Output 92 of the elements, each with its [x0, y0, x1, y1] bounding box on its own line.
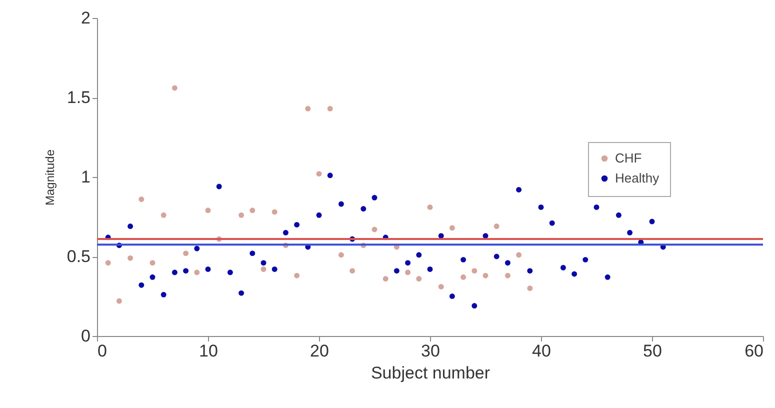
- point: [527, 286, 533, 292]
- point: [516, 252, 522, 258]
- point: [560, 264, 566, 270]
- point: [405, 270, 411, 276]
- legend-label: Healthy: [615, 170, 660, 186]
- point: [172, 270, 178, 276]
- x-tick-label: 50: [643, 342, 662, 360]
- point: [527, 268, 533, 274]
- x-tick-label: 60: [744, 342, 764, 360]
- x-axis-title: Subject number: [370, 364, 490, 382]
- y-tick-label: 2: [81, 8, 90, 28]
- point: [582, 256, 588, 262]
- y-axis-title: Magnitude: [42, 149, 57, 206]
- point: [227, 270, 233, 276]
- point: [394, 268, 400, 274]
- point: [272, 209, 278, 215]
- point: [594, 204, 600, 210]
- point: [272, 266, 278, 272]
- point: [504, 260, 510, 266]
- x-tick-label: 40: [532, 342, 551, 360]
- point: [338, 201, 344, 207]
- point: [494, 254, 500, 260]
- point: [504, 272, 510, 278]
- point: [216, 184, 222, 190]
- point: [238, 212, 244, 218]
- y-tick-label: 0.5: [66, 247, 90, 266]
- point: [260, 260, 266, 266]
- y-tick-label: 0: [81, 326, 90, 346]
- point: [327, 172, 333, 178]
- point: [460, 256, 466, 262]
- x-tick-label: 20: [310, 342, 329, 360]
- point: [372, 194, 378, 200]
- point: [250, 250, 256, 256]
- y-tick-label: 1.5: [66, 88, 90, 107]
- point: [238, 290, 244, 296]
- point: [449, 225, 455, 231]
- point: [282, 230, 288, 236]
- point: [572, 271, 578, 277]
- point: [105, 260, 111, 266]
- point: [460, 274, 466, 280]
- point: [138, 196, 144, 202]
- x-tick-label: 10: [199, 342, 218, 360]
- point: [194, 246, 200, 252]
- point: [172, 85, 178, 91]
- point: [305, 106, 311, 112]
- point: [150, 274, 156, 280]
- point: [627, 230, 633, 236]
- point: [494, 224, 500, 230]
- point: [604, 274, 610, 280]
- point: [128, 255, 134, 261]
- point: [405, 260, 411, 266]
- point: [250, 208, 256, 214]
- point: [150, 260, 156, 266]
- point: [538, 204, 544, 210]
- point: [160, 212, 166, 218]
- point: [482, 272, 488, 278]
- point: [472, 303, 478, 309]
- point: [472, 268, 478, 274]
- point: [294, 272, 300, 278]
- x-tick-label: 0: [98, 342, 107, 360]
- point: [327, 106, 333, 112]
- point: [360, 206, 366, 212]
- legend-label: CHF: [615, 150, 642, 166]
- point: [205, 266, 211, 272]
- point: [382, 276, 388, 282]
- point: [205, 208, 211, 214]
- point: [438, 284, 444, 290]
- point: [549, 220, 555, 226]
- point: [138, 282, 144, 288]
- point: [372, 226, 378, 232]
- point: [427, 204, 433, 210]
- point: [183, 250, 189, 256]
- point: [449, 294, 455, 299]
- point: [649, 218, 655, 224]
- y-tick-label: 1: [81, 168, 90, 186]
- point: [128, 224, 134, 230]
- point: [350, 268, 356, 274]
- point: [316, 171, 322, 177]
- point: [116, 298, 122, 304]
- point: [516, 186, 522, 192]
- point: [160, 292, 166, 298]
- point: [416, 276, 422, 282]
- point: [316, 212, 322, 218]
- point: [294, 222, 300, 228]
- point: [416, 252, 422, 258]
- x-tick-label: 30: [421, 342, 440, 360]
- point: [260, 266, 266, 272]
- point: [194, 270, 200, 276]
- point: [427, 266, 433, 272]
- point: [338, 252, 344, 258]
- point: [183, 268, 189, 274]
- point: [616, 212, 622, 218]
